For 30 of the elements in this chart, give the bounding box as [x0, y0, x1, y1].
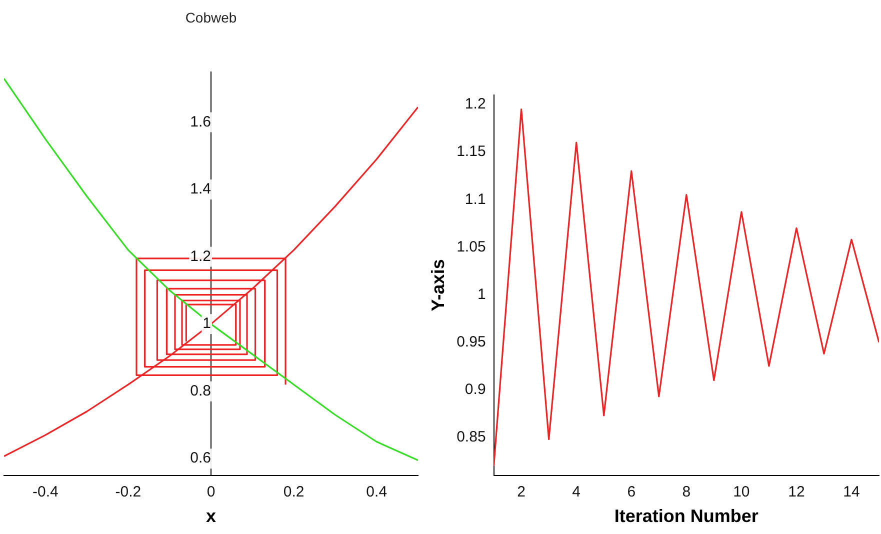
y-tick-label: 1.2: [190, 248, 211, 265]
x-tick-label: 10: [733, 484, 750, 501]
y-tick-label: 0.85: [456, 428, 486, 446]
x-tick-label: -0.4: [32, 484, 58, 501]
x-tick-label: 0.4: [366, 484, 388, 501]
x-tick-label: -0.2: [115, 484, 142, 501]
x-tick-label: 2: [517, 484, 526, 501]
y-tick-label: 1: [477, 286, 486, 303]
x-tick-label: 12: [788, 484, 805, 501]
y-tick-label: 1: [202, 315, 211, 332]
x-tick-label: 0.2: [283, 484, 304, 501]
x-tick-label: 8: [682, 484, 691, 501]
x-tick-label: 14: [843, 484, 860, 501]
x-tick-label: 0: [206, 484, 216, 501]
y-axis-title: Y-axis: [428, 259, 448, 312]
y-tick-label: 1.6: [190, 113, 211, 130]
y-tick-label: 1.05: [456, 238, 486, 256]
y-tick-label: 0.8: [190, 382, 211, 400]
y-tick-label: 1.2: [464, 96, 486, 113]
y-tick-label: 1.4: [190, 180, 211, 198]
y-tick-label: 1.1: [464, 190, 486, 208]
x-axis-title: x: [206, 506, 216, 526]
x-axis-title: Iteration Number: [614, 506, 758, 526]
x-tick-label: 4: [572, 484, 581, 501]
y-tick-label: 0.6: [190, 450, 211, 467]
y-tick-label: 0.9: [464, 380, 486, 398]
y-tick-label: 1.15: [456, 143, 486, 160]
chart-title: Cobweb: [185, 9, 237, 26]
x-tick-label: 6: [627, 484, 636, 501]
y-tick-label: 0.95: [456, 333, 486, 350]
